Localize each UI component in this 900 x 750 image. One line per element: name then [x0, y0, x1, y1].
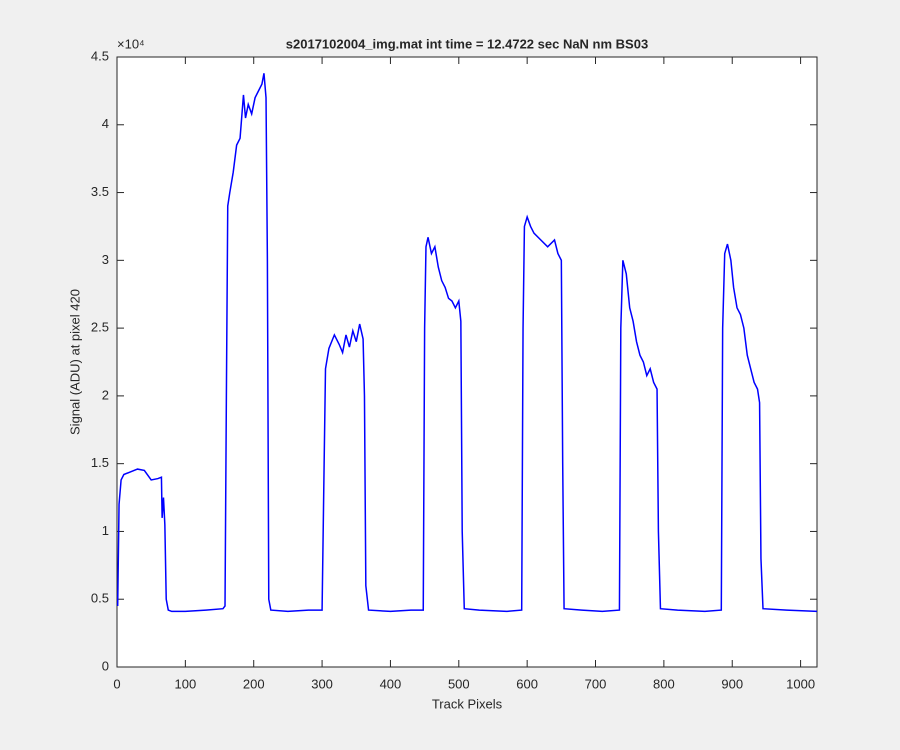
- y-axis-label: Signal (ADU) at pixel 420: [67, 289, 82, 435]
- y-tick-label: 2: [102, 387, 109, 402]
- plot-area: [116, 56, 818, 668]
- y-tick-label: 2.5: [91, 320, 109, 335]
- y-tick-label: 4: [102, 116, 109, 131]
- y-tick-label: 0.5: [91, 591, 109, 606]
- y-tick-label: 3.5: [91, 184, 109, 199]
- x-tick-label: 0: [113, 676, 120, 691]
- x-tick-label: 300: [311, 676, 333, 691]
- x-tick-label: 100: [175, 676, 197, 691]
- y-tick-label: 3: [102, 252, 109, 267]
- x-tick-label: 600: [516, 676, 538, 691]
- x-tick-label: 400: [380, 676, 402, 691]
- x-tick-label: 700: [585, 676, 607, 691]
- y-tick-label: 1: [102, 523, 109, 538]
- chart-title: s2017102004_img.mat int time = 12.4722 s…: [286, 36, 648, 51]
- x-tick-label: 200: [243, 676, 265, 691]
- y-tick-label: 0: [102, 658, 109, 673]
- y-multiplier: ×10⁴: [117, 36, 145, 51]
- x-tick-label: 900: [721, 676, 743, 691]
- x-axis-label: Track Pixels: [432, 696, 503, 711]
- x-tick-label: 500: [448, 676, 470, 691]
- x-tick-label: 800: [653, 676, 675, 691]
- y-tick-label: 4.5: [91, 48, 109, 63]
- data-line: [116, 73, 818, 613]
- x-tick-label: 1000: [786, 676, 815, 691]
- y-tick-label: 1.5: [91, 455, 109, 470]
